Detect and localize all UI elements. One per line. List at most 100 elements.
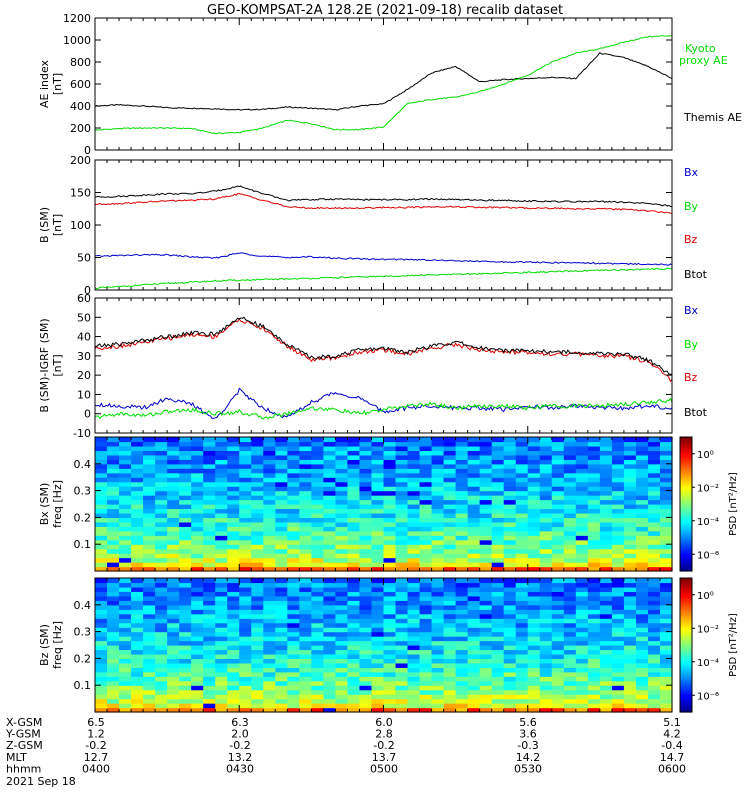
spectrogram-cell	[455, 566, 469, 572]
spectrogram-cell	[503, 595, 517, 601]
spectrogram-cell	[431, 477, 445, 483]
spectrogram-cell	[479, 499, 493, 505]
spectrogram-cell	[575, 689, 589, 695]
spectrogram-cell	[515, 553, 529, 559]
spectrogram-cell	[407, 649, 421, 655]
spectrogram-cell	[179, 512, 192, 518]
spectrogram-cell	[263, 477, 276, 483]
spectrogram-cell	[419, 450, 433, 456]
spectrogram-cell	[539, 645, 553, 651]
y-tick-label: 200	[70, 154, 91, 167]
spectrogram-cell	[467, 454, 481, 460]
colorbar-band	[680, 631, 692, 635]
spectrogram-cell	[95, 517, 108, 523]
spectrogram-cell	[383, 640, 397, 646]
spectrogram-cell	[95, 481, 108, 487]
spectrogram-cell	[167, 622, 180, 628]
spectrogram-cell	[359, 627, 373, 633]
spectrogram-cell	[371, 566, 385, 572]
spectrogram-cell	[227, 618, 240, 624]
spectrogram-cell	[251, 578, 264, 584]
spectrogram-cell	[431, 586, 445, 592]
spectrogram-cell	[635, 544, 649, 550]
spectrogram-cell	[287, 604, 300, 610]
spectrogram-cell	[323, 548, 337, 554]
spectrogram-cell	[95, 508, 108, 514]
spectrogram-cell	[191, 676, 204, 682]
spectrogram-cell	[383, 627, 397, 633]
spectrogram-cell	[95, 468, 108, 474]
spectrogram-cell	[107, 557, 120, 563]
spectrogram-cell	[575, 627, 589, 633]
spectrogram-cell	[287, 591, 300, 597]
spectrogram-cell	[647, 680, 661, 686]
spectrogram-cell	[167, 495, 180, 501]
spectrogram-cell	[419, 521, 433, 527]
spectrogram-cell	[635, 685, 649, 691]
spectrogram-cell	[587, 548, 601, 554]
spectrogram-cell	[527, 685, 541, 691]
spectrogram-cell	[611, 649, 625, 655]
spectrogram-cell	[443, 676, 457, 682]
spectrogram-cell	[395, 495, 409, 501]
spectrogram-cell	[347, 653, 361, 659]
spectrogram-cell	[251, 508, 264, 514]
spectrogram-cell	[143, 622, 156, 628]
spectrogram-cell	[503, 521, 517, 527]
spectrogram-cell	[383, 676, 397, 682]
spectrogram-cell	[575, 631, 589, 637]
spectrogram-cell	[575, 544, 589, 550]
spectrogram-cell	[383, 680, 397, 686]
spectrogram-cell	[623, 535, 637, 541]
spectrogram-cell	[419, 539, 433, 545]
spectrogram-cell	[455, 472, 469, 478]
spectrogram-cell	[599, 645, 613, 651]
spectrogram-cell	[155, 604, 168, 610]
spectrogram-cell	[599, 459, 613, 465]
spectrogram-cell	[287, 662, 300, 668]
spectrogram-cell	[599, 526, 613, 532]
spectrogram-cell	[611, 535, 625, 541]
spectrogram-cell	[287, 698, 300, 704]
spectrogram-cell	[599, 490, 613, 496]
spectrogram-cell	[467, 595, 481, 601]
spectrogram-cell	[623, 671, 637, 677]
spectrogram-cell	[635, 707, 649, 713]
spectrogram-cell	[383, 609, 397, 615]
spectrogram-cell	[335, 539, 349, 545]
spectrogram-cell	[575, 530, 589, 536]
spectrogram-cell	[347, 526, 361, 532]
spectrogram-cell	[347, 517, 361, 523]
y-axis-label: AE index	[38, 59, 51, 108]
spectrogram-cell	[407, 640, 421, 646]
spectrogram-cell	[227, 698, 240, 704]
spectrogram-cell	[227, 504, 240, 510]
spectrogram-cell	[563, 526, 577, 532]
spectrogram-cell	[455, 557, 469, 563]
spectrogram-cell	[539, 530, 553, 536]
spectrogram-cell	[155, 562, 168, 568]
spectrogram-cell	[599, 512, 613, 518]
spectrogram-cell	[191, 640, 204, 646]
spectrogram-cell	[347, 707, 361, 713]
spectrogram-cell	[215, 526, 228, 532]
spectrogram-cell	[215, 662, 228, 668]
spectrogram-cell	[371, 468, 385, 474]
spectrogram-cell	[107, 667, 120, 673]
spectrogram-cell	[623, 662, 637, 668]
spectrogram-cell	[587, 636, 601, 642]
spectrogram-cell	[143, 548, 156, 554]
spectrogram-cell	[95, 490, 108, 496]
spectrogram-cell	[311, 468, 324, 474]
spectrogram-cell	[611, 653, 625, 659]
spectrogram-cell	[335, 526, 349, 532]
spectrogram-cell	[155, 445, 168, 451]
spectrogram-cell	[419, 604, 433, 610]
spectrogram-cell	[359, 526, 373, 532]
spectrogram-cell	[371, 649, 385, 655]
spectrogram-cell	[383, 703, 397, 709]
y-tick-label: 0.2	[74, 652, 92, 665]
spectrogram-cell	[179, 680, 192, 686]
spectrogram-cell	[503, 490, 517, 496]
